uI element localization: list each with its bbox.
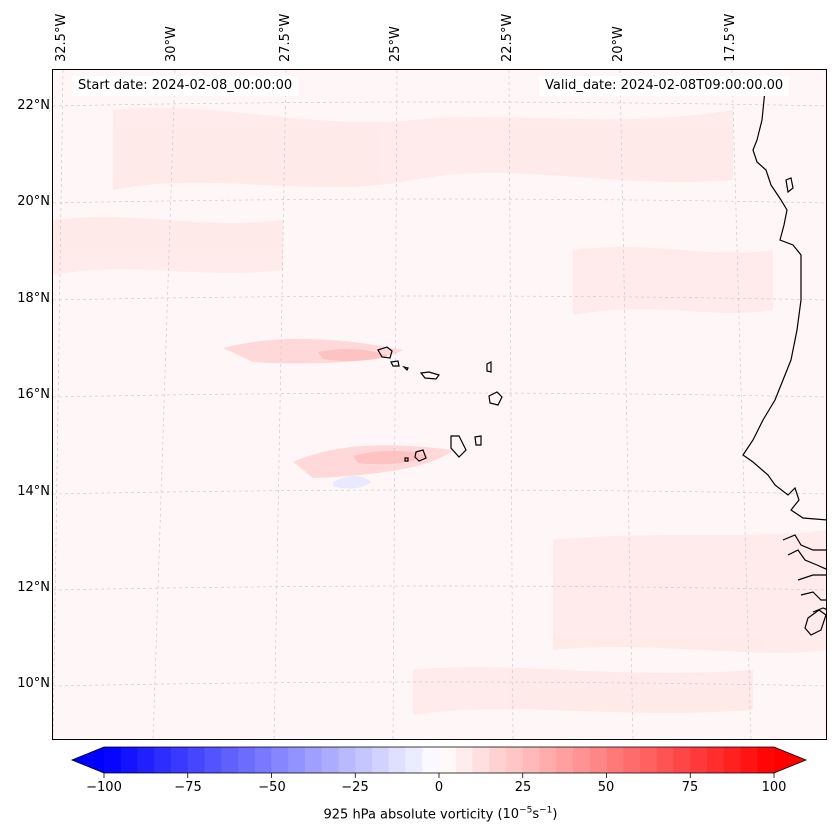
island-maio	[474, 435, 482, 446]
colorbar-cell	[589, 747, 607, 773]
lat-label-22n: 22°N	[17, 98, 50, 113]
lat-label-14n: 14°N	[17, 484, 50, 499]
colorbar-cell	[372, 747, 390, 773]
island-sao-vicente	[390, 360, 400, 367]
lat-label-20n: 20°N	[17, 194, 50, 209]
field-patch-northwest	[53, 217, 283, 275]
cbar-tick-label-75: 75	[681, 780, 699, 795]
colorbar-cell	[355, 747, 373, 773]
colorbar-variable: 925 hPa absolute vorticity	[323, 807, 494, 823]
start-date-label: Start date: 2024-02-08_00:00:00	[72, 76, 299, 96]
field-patch-south	[413, 667, 753, 715]
colorbar-cell	[573, 747, 591, 773]
colorbar-label: 925 hPa absolute vorticity (10−5s−1)	[0, 806, 837, 822]
island-santa-luzia	[402, 365, 409, 372]
colorbar-cell	[338, 747, 356, 773]
colorbar-cell	[321, 747, 339, 773]
colorbar-extend-high	[774, 747, 806, 773]
lat-label-10n: 10°N	[17, 676, 50, 691]
colorbar-cell	[271, 747, 289, 773]
island-brava	[404, 457, 409, 462]
colorbar-cells	[72, 747, 806, 773]
lon-label-17-5w: 17.5°W	[723, 13, 738, 62]
colorbar-cell	[656, 747, 674, 773]
lon-label-30w: 30°W	[164, 26, 179, 62]
cbar-tick-label-25: 25	[514, 780, 532, 795]
colorbar-cell	[137, 747, 155, 773]
island-boa-vista	[488, 391, 503, 406]
colorbar-cell	[104, 747, 122, 773]
colorbar-cell	[690, 747, 708, 773]
cbar-tick-label-neg50: −50	[258, 780, 286, 795]
colorbar-cell	[288, 747, 306, 773]
colorbar-extend-low	[72, 747, 104, 773]
field-patch-north	[113, 107, 733, 190]
colorbar-cell	[455, 747, 473, 773]
colorbar-cell	[740, 747, 758, 773]
colorbar-cell	[606, 747, 624, 773]
lon-label-20w: 20°W	[611, 26, 626, 62]
field-patch-southeast	[553, 530, 826, 653]
lon-label-27-5w: 27.5°W	[278, 13, 293, 62]
colorbar-cell	[723, 747, 741, 773]
colorbar-cell	[556, 747, 574, 773]
cbar-tick-label-100: 100	[761, 780, 787, 795]
colorbar-cell	[204, 747, 222, 773]
cape-verde-islands	[377, 346, 503, 462]
colorbar-cell	[506, 747, 524, 773]
graticule	[53, 70, 826, 739]
colorbar-cell	[221, 747, 239, 773]
colorbar-cell	[238, 747, 256, 773]
cbar-tick-label-0: 0	[434, 780, 444, 795]
colorbar-cell	[305, 747, 323, 773]
colorbar-cell	[539, 747, 557, 773]
colorbar-cell	[489, 747, 507, 773]
african-coastline	[742, 89, 826, 636]
colorbar-cell	[707, 747, 725, 773]
map-panel	[52, 69, 827, 740]
vorticity-field	[53, 107, 826, 715]
cbar-tick-label-neg100: −100	[86, 780, 122, 795]
colorbar-cell	[254, 747, 272, 773]
colorbar	[70, 746, 808, 778]
vorticity-band-south	[293, 445, 453, 489]
vorticity-band-north	[223, 338, 403, 364]
lat-label-12n: 12°N	[17, 580, 50, 595]
colorbar-cell	[640, 747, 658, 773]
cbar-tick-label-neg25: −25	[341, 780, 369, 795]
colorbar-cell	[757, 747, 775, 773]
colorbar-ticks	[103, 773, 775, 778]
lon-label-25w: 25°W	[388, 26, 403, 62]
colorbar-cell	[388, 747, 406, 773]
island-santiago	[450, 435, 467, 458]
colorbar-cell	[171, 747, 189, 773]
colorbar-cell	[120, 747, 138, 773]
vorticity-map	[53, 70, 826, 739]
colorbar-cell	[154, 747, 172, 773]
colorbar-cell	[673, 747, 691, 773]
colorbar-cell	[472, 747, 490, 773]
island-sal	[486, 361, 492, 373]
valid-date-label: Valid_date: 2024-02-08T09:00:00.00	[539, 76, 790, 96]
colorbar-units: (10−5s−1)	[497, 806, 558, 823]
island-fogo	[414, 449, 427, 462]
lat-label-16n: 16°N	[17, 387, 50, 402]
lon-label-32-5w: 32.5°W	[54, 13, 69, 62]
island-sao-nicolau	[419, 371, 440, 380]
colorbar-cell	[623, 747, 641, 773]
cbar-tick-label-50: 50	[597, 780, 615, 795]
colorbar-cell	[187, 747, 205, 773]
colorbar-cell	[405, 747, 423, 773]
island-santo-antao	[377, 346, 393, 359]
colorbar-cell	[422, 747, 440, 773]
lon-label-22-5w: 22.5°W	[500, 13, 515, 62]
field-patch-east	[573, 247, 773, 315]
cbar-tick-label-neg75: −75	[174, 780, 202, 795]
colorbar-cell	[522, 747, 540, 773]
lat-label-18n: 18°N	[17, 291, 50, 306]
colorbar-cell	[439, 747, 457, 773]
